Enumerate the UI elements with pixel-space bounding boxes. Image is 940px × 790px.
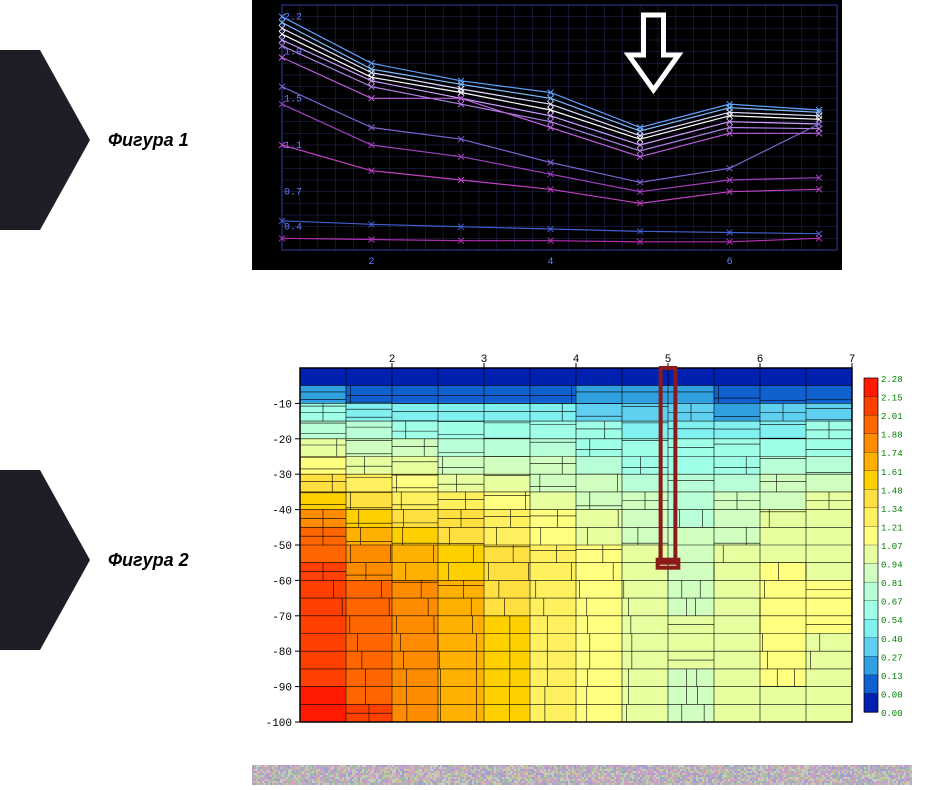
svg-text:-40: -40 <box>272 506 292 518</box>
svg-text:4: 4 <box>548 257 554 268</box>
svg-text:0.13: 0.13 <box>881 672 903 682</box>
svg-text:1.74: 1.74 <box>881 449 903 459</box>
figure2-label-wrap: Фигура 2 <box>0 470 189 650</box>
svg-text:2: 2 <box>369 257 375 268</box>
svg-text:1.07: 1.07 <box>881 542 903 552</box>
svg-text:1.5: 1.5 <box>284 94 302 105</box>
figure2-label: Фигура 2 <box>108 550 189 571</box>
figure1-arrow <box>0 50 90 230</box>
svg-text:0.00: 0.00 <box>881 709 903 719</box>
svg-text:0.7: 0.7 <box>284 188 302 199</box>
svg-text:5: 5 <box>665 354 672 366</box>
svg-text:0.27: 0.27 <box>881 653 903 663</box>
svg-text:-10: -10 <box>272 399 292 411</box>
svg-text:-70: -70 <box>272 612 292 624</box>
svg-text:0.4: 0.4 <box>284 223 302 234</box>
svg-text:1.48: 1.48 <box>881 486 903 496</box>
svg-text:4: 4 <box>573 354 580 366</box>
svg-text:-100: -100 <box>266 718 292 730</box>
svg-text:-20: -20 <box>272 435 292 447</box>
svg-text:1.34: 1.34 <box>881 505 903 515</box>
svg-text:7: 7 <box>849 354 856 366</box>
svg-text:2.15: 2.15 <box>881 394 903 404</box>
svg-text:0.40: 0.40 <box>881 635 903 645</box>
svg-text:0.94: 0.94 <box>881 561 903 571</box>
svg-text:0.67: 0.67 <box>881 598 903 608</box>
noise-strip <box>252 765 912 785</box>
svg-text:0.54: 0.54 <box>881 616 903 626</box>
figure1-label-wrap: Фигура 1 <box>0 50 189 230</box>
svg-text:0.00: 0.00 <box>881 690 903 700</box>
svg-text:-90: -90 <box>272 683 292 695</box>
chart1-line-plot: 0.40.71.11.51.92.2246 <box>252 0 842 270</box>
svg-text:3: 3 <box>481 354 488 366</box>
svg-text:-80: -80 <box>272 647 292 659</box>
svg-text:-30: -30 <box>272 470 292 482</box>
svg-text:-60: -60 <box>272 576 292 588</box>
svg-text:0.81: 0.81 <box>881 579 903 589</box>
svg-text:6: 6 <box>727 257 733 268</box>
svg-text:1.21: 1.21 <box>881 523 903 533</box>
svg-text:6: 6 <box>757 354 764 366</box>
svg-text:1.88: 1.88 <box>881 431 903 441</box>
svg-text:2: 2 <box>389 354 396 366</box>
chart2-heatmap: 2 3 4 5 6 7 -10 -20 -30 -40 -50 -60 -70 -80 -90 -100 2.2… <box>252 350 912 730</box>
svg-text:2.28: 2.28 <box>881 375 903 385</box>
figure2-arrow <box>0 470 90 650</box>
svg-text:2.01: 2.01 <box>881 412 903 422</box>
svg-text:-50: -50 <box>272 541 292 553</box>
figure1-label: Фигура 1 <box>108 130 189 151</box>
svg-text:1.61: 1.61 <box>881 468 903 478</box>
